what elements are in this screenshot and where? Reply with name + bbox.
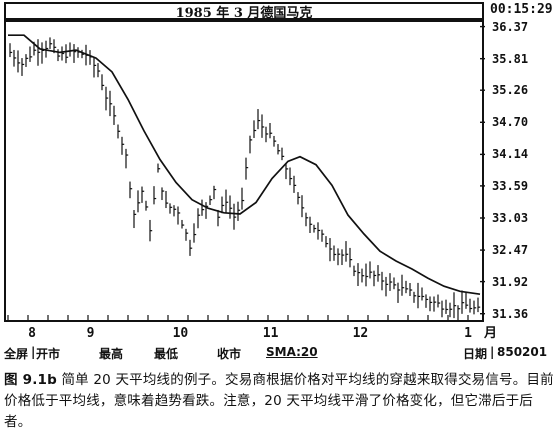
y-tick-label: 33.59 [492, 178, 529, 193]
low-price-button[interactable]: 最低 [154, 347, 179, 361]
y-tick-label: 35.81 [492, 51, 529, 66]
x-tick-label: 1 [464, 326, 472, 341]
high-price-button[interactable]: 最高 [99, 347, 124, 361]
y-tick-label: 33.03 [492, 210, 529, 225]
open-price-button[interactable]: 开市 [36, 347, 61, 361]
y-tick-label: 34.70 [492, 115, 529, 130]
date-label: 日期 [463, 347, 488, 361]
y-tick-label: 36.37 [492, 19, 529, 34]
y-tick-label: 35.26 [492, 83, 529, 98]
x-tick-label: 12 [352, 326, 369, 341]
separator-icon: | [31, 345, 36, 359]
sma-indicator-button[interactable]: SMA:20 [266, 345, 318, 359]
x-tick-label: 8 [28, 326, 36, 341]
plot-frame [4, 20, 484, 322]
clock-readout: 00:15:29 [490, 2, 553, 17]
close-price-button[interactable]: 收市 [217, 347, 242, 361]
x-tick-label: 11 [262, 326, 279, 341]
y-tick-label: 31.36 [492, 306, 529, 321]
bottom-toolbar: 全屏 | 开市 最高 最低 收市 SMA:20 日期 | 850201 [4, 345, 559, 363]
date-readout: 850201 [497, 345, 548, 359]
caption-text: 简单 20 天平均线的例子。交易商根据价格对平均线的穿越来取得交易信号。目前价格… [4, 372, 554, 430]
figure-label: 图 9.1b [4, 372, 57, 388]
chart-title: 1985 年 3 月德国马克 [175, 5, 313, 21]
y-tick-label: 32.47 [492, 243, 529, 258]
y-tick-label: 34.14 [492, 147, 529, 162]
fullscreen-button[interactable]: 全屏 [4, 347, 29, 361]
y-tick-label: 31.92 [492, 274, 529, 289]
x-tick-label: 9 [86, 326, 95, 341]
separator-icon: | [490, 345, 495, 359]
chart-title-bar: 1985 年 3 月德国马克 [4, 2, 484, 21]
x-tick-label: 10 [172, 326, 189, 341]
x-axis-unit: 月 [484, 326, 498, 341]
figure-caption: 图 9.1b 简单 20 天平均线的例子。交易商根据价格对平均线的穿越来取得交易… [4, 370, 556, 433]
